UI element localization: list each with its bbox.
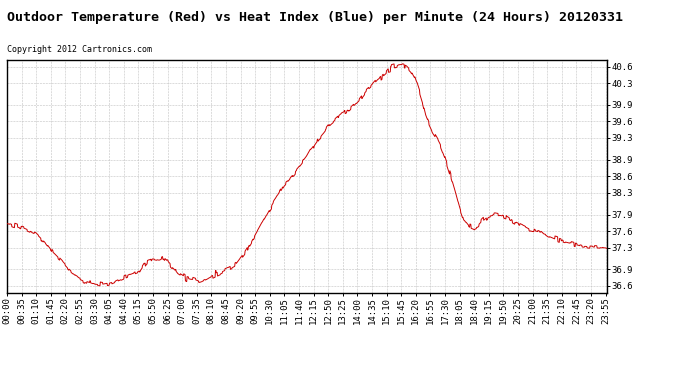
Text: Outdoor Temperature (Red) vs Heat Index (Blue) per Minute (24 Hours) 20120331: Outdoor Temperature (Red) vs Heat Index … (7, 11, 623, 24)
Text: Copyright 2012 Cartronics.com: Copyright 2012 Cartronics.com (7, 45, 152, 54)
